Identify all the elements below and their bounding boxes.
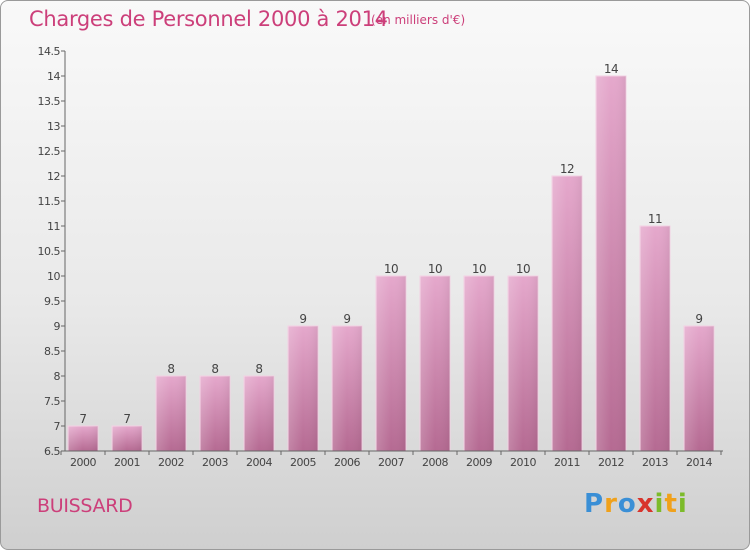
bar-sheen (288, 326, 318, 451)
bar-group: 11 2013 (639, 212, 671, 469)
logo-letter: o (617, 489, 637, 519)
bar-sheen (244, 376, 274, 451)
bar-sheen (508, 276, 538, 451)
data-label: 8 (211, 362, 218, 376)
bar-sheen (68, 426, 98, 451)
y-tick-label: 9 (54, 320, 61, 333)
logo-letter: x (636, 489, 655, 519)
y-tick-label: 11.5 (38, 195, 61, 208)
x-tick-label: 2012 (598, 456, 624, 469)
bar-group: 10 2009 (463, 262, 495, 469)
logo-letter: i (654, 489, 665, 519)
x-tick-label: 2010 (510, 456, 536, 469)
logo-letter: i (677, 489, 688, 519)
y-tick-label: 14 (47, 70, 60, 83)
y-tick-label: 6.5 (44, 445, 60, 458)
bar-group: 7 2001 (111, 412, 143, 469)
bar-sheen (596, 76, 626, 451)
x-tick-label: 2002 (158, 456, 184, 469)
y-tick-label: 13 (47, 120, 60, 133)
data-label: 10 (516, 262, 530, 276)
data-label: 10 (384, 262, 398, 276)
x-tick-label: 2001 (114, 456, 140, 469)
data-label: 11 (648, 212, 662, 226)
y-tick-label: 14.5 (38, 45, 61, 58)
x-tick-label: 2014 (686, 456, 712, 469)
chart-subtitle: (en milliers d'€) (371, 13, 466, 27)
bar-group: 12 2011 (551, 162, 583, 469)
x-tick-label: 2007 (378, 456, 404, 469)
bar-sheen (112, 426, 142, 451)
bar-sheen (640, 226, 670, 451)
data-label: 9 (343, 312, 350, 326)
bar-sheen (552, 176, 582, 451)
y-tick-label: 13.5 (38, 95, 61, 108)
x-tick-label: 2008 (422, 456, 448, 469)
bar-group: 8 2003 (199, 362, 231, 469)
bar-group: 9 2014 (683, 312, 715, 469)
data-label: 14 (604, 62, 618, 76)
data-label: 7 (79, 412, 86, 426)
y-tick-label: 7 (54, 420, 61, 433)
data-label: 7 (123, 412, 130, 426)
data-label: 8 (255, 362, 262, 376)
y-tick-label: 12 (47, 170, 60, 183)
logo-letter: t (664, 489, 678, 519)
bar-group: 10 2007 (375, 262, 407, 469)
bar-group: 9 2006 (331, 312, 363, 469)
bar-group: 8 2004 (243, 362, 275, 469)
data-label: 10 (428, 262, 442, 276)
bar-sheen (332, 326, 362, 451)
bar-sheen (684, 326, 714, 451)
bar-group: 10 2010 (507, 262, 539, 469)
bar-group: 8 2002 (155, 362, 187, 469)
proxiti-logo[interactable]: Proxiti (584, 489, 688, 519)
bar-sheen (200, 376, 230, 451)
data-label: 9 (299, 312, 306, 326)
x-tick-label: 2005 (290, 456, 316, 469)
bar-sheen (156, 376, 186, 451)
logo-letter: P (584, 489, 605, 519)
x-tick-label: 2009 (466, 456, 492, 469)
data-label: 12 (560, 162, 574, 176)
y-tick-label: 10.5 (38, 245, 61, 258)
x-tick-label: 2013 (642, 456, 668, 469)
x-tick-label: 2004 (246, 456, 272, 469)
y-tick-label: 9.5 (44, 295, 60, 308)
y-tick-label: 12.5 (38, 145, 61, 158)
x-tick-label: 2003 (202, 456, 228, 469)
bar-group: 14 2012 (595, 62, 627, 469)
bar-sheen (464, 276, 494, 451)
logo-letter: r (604, 489, 618, 519)
data-label: 9 (695, 312, 702, 326)
y-tick-label: 7.5 (44, 395, 60, 408)
x-tick-label: 2011 (554, 456, 580, 469)
bar-group: 10 2008 (419, 262, 451, 469)
x-tick-label: 2006 (334, 456, 360, 469)
data-label: 8 (167, 362, 174, 376)
bar-group: 7 2000 (67, 412, 99, 469)
x-tick-label: 2000 (70, 456, 96, 469)
data-label: 10 (472, 262, 486, 276)
y-tick-label: 10 (47, 270, 60, 283)
y-tick-label: 8 (54, 370, 61, 383)
y-tick-label: 11 (47, 220, 60, 233)
chart-title: Charges de Personnel 2000 à 2014 (29, 7, 388, 31)
bar-sheen (420, 276, 450, 451)
bar-group: 9 2005 (287, 312, 319, 469)
bar-sheen (376, 276, 406, 451)
location-name: BUISSARD (37, 495, 133, 517)
y-tick-label: 8.5 (44, 345, 60, 358)
